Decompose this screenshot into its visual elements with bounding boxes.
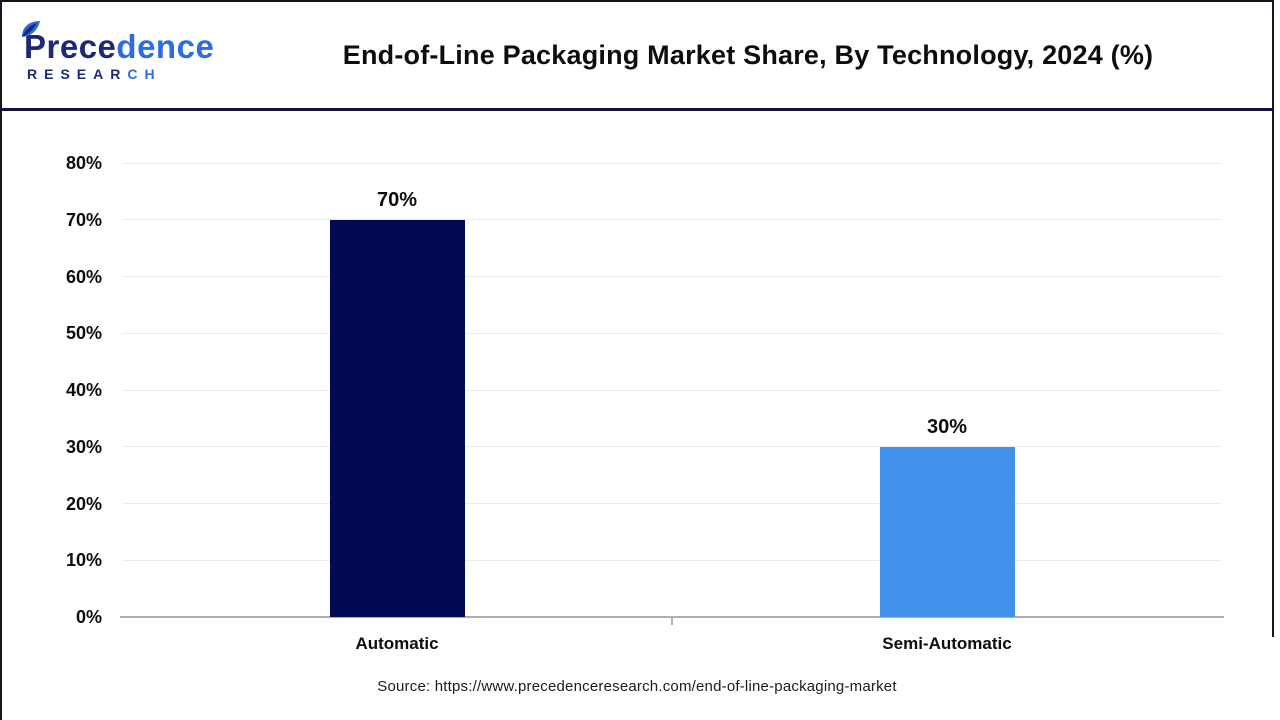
x-category-label: Semi-Automatic [882,634,1012,653]
bar-semi-automatic [879,446,1015,617]
frame-border-right [1272,0,1274,637]
y-axis-tick-label: 50% [65,323,102,344]
y-axis-tick-label: 70% [65,209,102,230]
x-category-label: Automatic [355,634,439,653]
y-axis-tick-label: 80% [65,153,102,173]
gridline [122,389,1222,391]
y-axis-tick-label: 20% [65,493,102,514]
bar-value-label: 70% [376,188,418,211]
frame-border-left [0,0,2,720]
source-note: Source: https://www.precedenceresearch.c… [377,678,897,695]
logo-text-resear: RESEAR [27,65,128,82]
y-axis-tick-label: 0% [75,607,102,627]
gridline [122,162,1222,164]
leaf-icon [22,20,40,37]
y-axis-tick-label: 60% [65,266,102,287]
bar-chart: 0% 10% 20% 30% 40% 50% 60% 70% 80% 70% Automatic 30… [0,111,1274,720]
logo-text-dence: dence [116,27,215,65]
x-axis-tick [671,618,673,625]
header: Precedence RESEARCH End-of-Line Packagin… [2,2,1272,108]
gridline [122,559,1222,561]
y-axis-tick-label: 10% [65,550,102,571]
header-divider [0,108,1274,111]
bar-automatic [329,219,465,617]
bar-value-label: 30% [926,415,968,438]
logo-subtext: RESEARCH [27,67,252,81]
gridline [122,503,1222,504]
logo-text-ch: CH [127,65,162,82]
gridline [122,332,1222,334]
title-area: End-of-Line Packaging Market Share, By T… [252,40,1272,71]
logo-wordmark: Precedence [22,20,252,65]
logo-text-prece: Prece [24,27,117,65]
gridline [122,219,1222,221]
precedence-research-logo: Precedence RESEARCH [22,20,252,81]
y-axis-tick-label: 40% [65,380,102,400]
frame-border-top [0,0,1274,2]
y-axis-tick-label: 30% [65,436,102,457]
x-axis-line [120,616,1224,618]
gridline [122,446,1222,448]
gridline [122,276,1222,277]
page-title: End-of-Line Packaging Market Share, By T… [342,39,1154,70]
